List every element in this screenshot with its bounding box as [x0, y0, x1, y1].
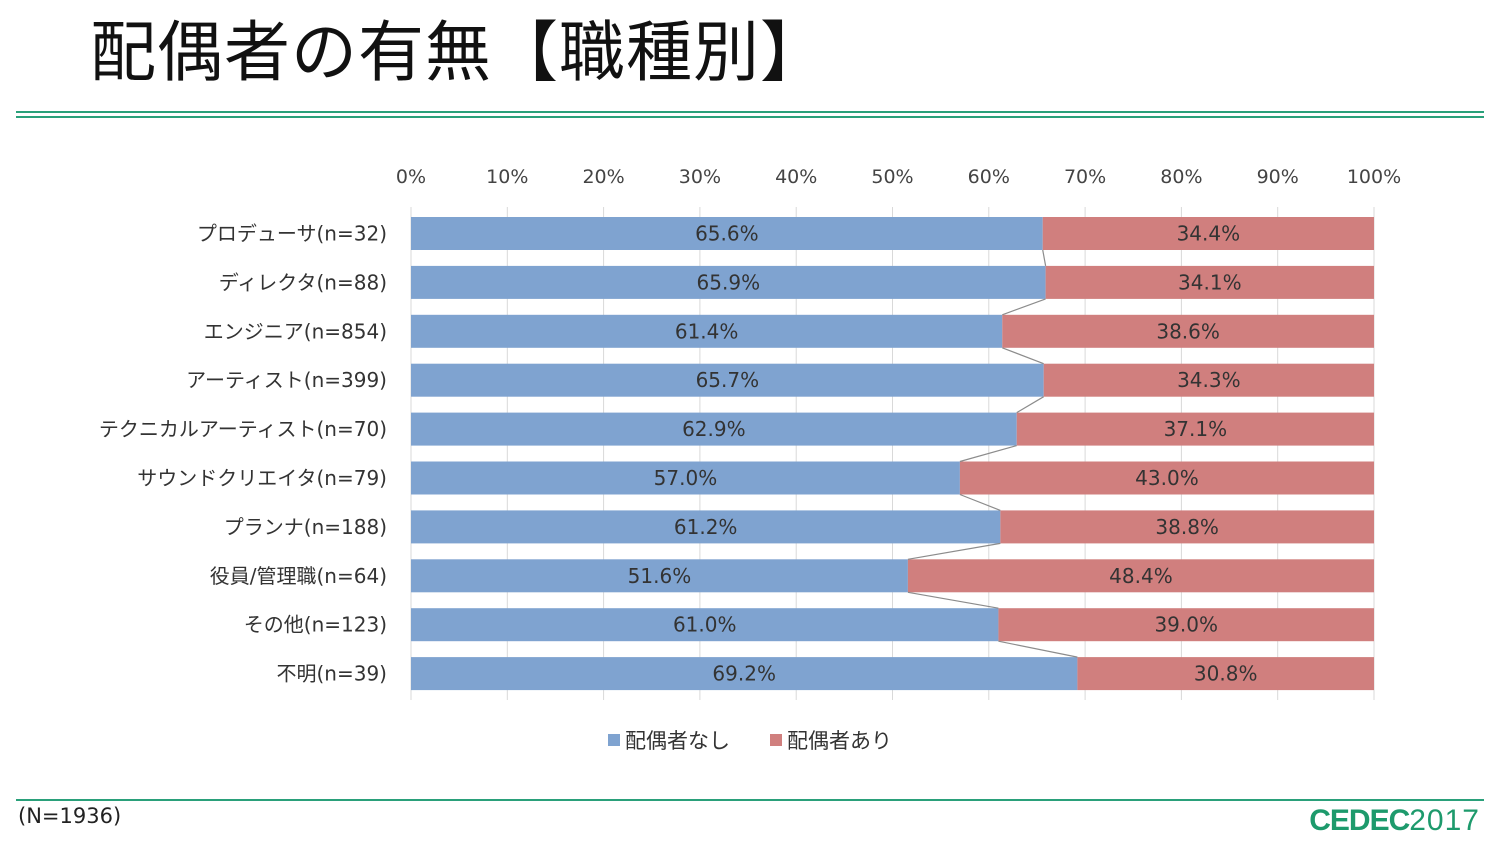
- data-label-no-spouse: 57.0%: [654, 466, 718, 490]
- x-tick-label: 20%: [582, 166, 624, 188]
- x-tick-label: 30%: [679, 166, 721, 188]
- bar-has-spouse: [1045, 265, 1374, 299]
- bar-has-spouse: [907, 559, 1374, 593]
- series-connector-line: [1002, 347, 1044, 365]
- footer-divider: [16, 799, 1484, 801]
- data-label-no-spouse: 61.4%: [675, 319, 739, 343]
- cedec-logo: CEDEC2017: [1309, 803, 1480, 839]
- stacked-bar-chart: 0% 10% 20% 30% 40% 50% 60% 70% 80% 90% 100% 65.6% 34…: [99, 166, 1401, 753]
- category-label: アーティスト(n=399): [186, 368, 387, 392]
- bar-no-spouse: [411, 510, 1001, 544]
- category-label: テクニカルアーティスト(n=70): [99, 417, 387, 441]
- data-label-has-spouse: 48.4%: [1109, 564, 1173, 588]
- bar-has-spouse: [1016, 412, 1374, 446]
- data-label-has-spouse: 39.0%: [1154, 613, 1218, 637]
- bar-no-spouse: [411, 265, 1046, 299]
- bar-no-spouse: [411, 559, 908, 593]
- data-label-no-spouse: 62.9%: [682, 417, 746, 441]
- title-divider-top: [16, 111, 1484, 113]
- category-label: ディレクタ(n=88): [219, 270, 387, 294]
- bar-no-spouse: [411, 461, 960, 495]
- category-label: その他(n=123): [244, 613, 387, 637]
- bar-no-spouse: [411, 608, 999, 642]
- logo-year: 2017: [1409, 804, 1480, 837]
- data-label-no-spouse: 65.9%: [697, 270, 761, 294]
- data-label-has-spouse: 34.1%: [1178, 270, 1242, 294]
- series-connector-line: [959, 445, 1017, 463]
- x-tick-label: 40%: [775, 166, 817, 188]
- x-tick-label: 90%: [1257, 166, 1299, 188]
- x-tick-label: 70%: [1064, 166, 1106, 188]
- series-connector-line: [1002, 298, 1046, 316]
- x-tick-label: 10%: [486, 166, 528, 188]
- bar-has-spouse: [1000, 510, 1374, 544]
- series-connector-line: [1042, 249, 1047, 267]
- data-label-no-spouse: 61.2%: [674, 515, 738, 539]
- page-title: 配偶者の有無【職種別】: [90, 14, 827, 91]
- data-label-has-spouse: 38.8%: [1155, 515, 1219, 539]
- category-label: 不明(n=39): [277, 662, 388, 686]
- legend-swatch-no-spouse: [608, 734, 620, 746]
- data-label-no-spouse: 51.6%: [628, 564, 692, 588]
- x-tick-label: 100%: [1347, 166, 1401, 188]
- x-tick-label: 0%: [396, 166, 426, 188]
- bar-no-spouse: [411, 217, 1043, 250]
- bar-has-spouse: [1042, 217, 1374, 250]
- series-connector-line: [907, 591, 999, 609]
- bar-no-spouse: [411, 314, 1003, 348]
- bar-has-spouse: [1043, 363, 1374, 397]
- series-connector-line: [907, 542, 1001, 560]
- series-connector-line: [959, 493, 1001, 511]
- data-label-has-spouse: 43.0%: [1135, 466, 1199, 490]
- x-tick-label: 80%: [1160, 166, 1202, 188]
- title-divider-bottom: [16, 116, 1484, 118]
- bar-has-spouse: [1077, 657, 1374, 691]
- bar-no-spouse: [411, 412, 1017, 446]
- category-label: エンジニア(n=854): [204, 319, 387, 343]
- x-tick-label: 60%: [968, 166, 1010, 188]
- data-label-no-spouse: 65.6%: [695, 222, 759, 246]
- bar-has-spouse: [1002, 314, 1374, 348]
- legend-swatch-has-spouse: [770, 734, 782, 746]
- data-label-no-spouse: 61.0%: [673, 613, 737, 637]
- data-label-has-spouse: 34.3%: [1177, 368, 1241, 392]
- x-tick-label: 50%: [871, 166, 913, 188]
- bar-has-spouse: [998, 608, 1374, 642]
- legend-label-no-spouse: 配偶者なし: [625, 729, 730, 753]
- sample-size-note: (N=1936): [18, 804, 122, 828]
- bar-no-spouse: [411, 363, 1044, 397]
- data-label-no-spouse: 65.7%: [696, 368, 760, 392]
- legend-label-has-spouse: 配偶者あり: [787, 729, 892, 753]
- data-label-has-spouse: 38.6%: [1156, 319, 1220, 343]
- bar-has-spouse: [959, 461, 1374, 495]
- data-label-has-spouse: 34.4%: [1177, 222, 1241, 246]
- category-label: プランナ(n=188): [224, 515, 387, 539]
- category-label: プロデューサ(n=32): [197, 222, 387, 246]
- logo-wordmark: CEDEC: [1309, 804, 1410, 837]
- bar-no-spouse: [411, 657, 1078, 691]
- data-label-no-spouse: 69.2%: [712, 662, 776, 686]
- series-connector-line: [1016, 396, 1044, 414]
- data-label-has-spouse: 37.1%: [1164, 417, 1228, 441]
- series-connector-line: [998, 640, 1078, 658]
- data-label-has-spouse: 30.8%: [1194, 662, 1258, 686]
- category-label: サウンドクリエイタ(n=79): [137, 466, 387, 490]
- category-label: 役員/管理職(n=64): [210, 564, 387, 588]
